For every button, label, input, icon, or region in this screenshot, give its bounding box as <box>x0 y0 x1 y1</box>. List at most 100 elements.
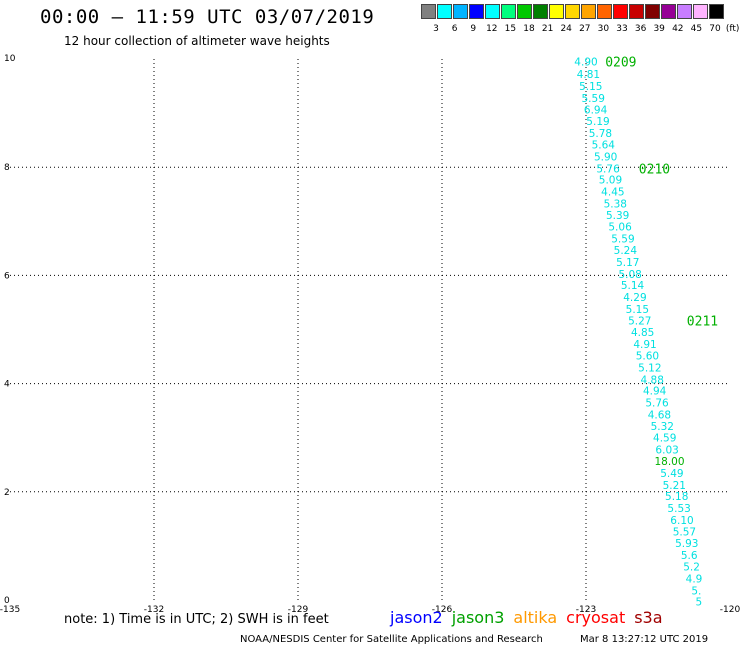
scale-unit: (ft) <box>725 24 740 34</box>
scale-label: 36 <box>634 24 647 34</box>
wave-height-value: 5.09 <box>599 175 622 187</box>
scale-swatch <box>597 4 612 19</box>
wave-height-value: 5.57 <box>673 526 696 538</box>
y-tick-label: 0 <box>4 596 10 606</box>
scale-label: 12 <box>486 24 498 34</box>
scale-label: 15 <box>504 24 517 34</box>
map-title: 00:00 – 11:59 UTC 03/07/2019 <box>40 6 375 28</box>
wave-height-value: 5.12 <box>638 362 661 374</box>
wave-height-value: 5.6 <box>681 550 698 562</box>
scale-label: 30 <box>597 24 610 34</box>
scale-label: 18 <box>523 24 535 34</box>
wave-height-value: 18.00 <box>654 456 684 468</box>
scale-swatch <box>485 4 500 19</box>
scale-swatch <box>469 4 484 19</box>
scale-label: 39 <box>653 24 665 34</box>
pass-time-label: 0209 <box>605 56 636 71</box>
wave-height-value: 5 <box>695 597 702 609</box>
scale-swatch <box>709 4 724 19</box>
scale-swatch <box>549 4 564 19</box>
x-tick-label: -123 <box>576 605 596 615</box>
wave-height-value: 5.19 <box>586 116 609 128</box>
scale-swatch <box>533 4 548 19</box>
y-tick-label: 4 <box>4 380 10 390</box>
wave-height-value: 5.53 <box>667 503 690 515</box>
wave-height-value: 4.90 <box>574 57 597 69</box>
pass-time-label: 0210 <box>639 162 670 177</box>
y-tick-label: 2 <box>4 488 10 498</box>
wave-height-value: 5.64 <box>592 139 616 151</box>
legend-jason3: jason3 <box>451 608 505 627</box>
wave-height-value: 4.9 <box>686 573 703 585</box>
scale-swatch <box>677 4 692 19</box>
wave-height-value: 5.32 <box>651 421 674 433</box>
scale-swatch <box>421 4 436 19</box>
x-tick-label: -126 <box>432 605 453 615</box>
scale-label: 42 <box>672 24 684 34</box>
wave-height-value: 4.68 <box>648 409 671 421</box>
scale-label: 3 <box>433 24 439 34</box>
x-tick-label: -135 <box>0 605 20 615</box>
scale-swatch <box>613 4 628 19</box>
wave-height-value: 5.76 <box>596 163 620 175</box>
wave-height-value: 5.49 <box>660 468 683 480</box>
wave-height-value: 5.78 <box>589 128 612 140</box>
wave-height-value: 4.81 <box>577 69 600 81</box>
wave-height-value: 5.21 <box>663 480 686 492</box>
wave-height-value: 4.29 <box>623 292 646 304</box>
y-tick-label: 10 <box>4 54 16 64</box>
scale-label: 21 <box>541 24 554 34</box>
x-tick-label: -132 <box>144 605 164 615</box>
scale-label: 45 <box>690 24 703 34</box>
wave-height-value: 5.90 <box>594 151 617 163</box>
scale-swatch <box>645 4 660 19</box>
wave-height-value: 5. <box>691 585 701 597</box>
wave-height-value: 5.18 <box>665 491 688 503</box>
wave-height-value: 5.76 <box>645 398 669 410</box>
scale-label: 33 <box>616 24 628 34</box>
scale-swatch <box>581 4 596 19</box>
scale-label: 6 <box>451 24 458 34</box>
wave-height-value: 6.94 <box>584 104 608 116</box>
wave-height-value: 5.08 <box>618 269 641 281</box>
wave-height-value: 5.59 <box>582 93 605 105</box>
wave-height-value: 5.14 <box>621 280 645 292</box>
wave-height-value: 6.10 <box>670 515 693 527</box>
wave-height-value: 5.27 <box>628 315 651 327</box>
wave-height-value: 5.93 <box>675 538 698 550</box>
scale-swatch <box>693 4 708 19</box>
scale-swatch <box>661 4 676 19</box>
map-subtitle: 12 hour collection of altimeter wave hei… <box>64 34 330 48</box>
scale-label: 24 <box>560 24 572 34</box>
wave-height-value: 5.2 <box>683 561 700 573</box>
scale-swatch <box>501 4 516 19</box>
x-tick-label: -120 <box>720 605 740 615</box>
scale-swatch <box>437 4 452 19</box>
wave-height-value: 4.85 <box>631 327 654 339</box>
scale-swatch <box>453 4 468 19</box>
wave-height-value: 5.17 <box>616 257 639 269</box>
wave-height-value: 5.24 <box>614 245 638 257</box>
satellite-legend: jason2 jason3 altika cryosat s3a <box>390 608 672 627</box>
wave-height-value: 5.38 <box>604 198 627 210</box>
legend-cryosat: cryosat <box>566 608 626 627</box>
scale-label: 9 <box>470 24 477 34</box>
wave-height-value: 4.45 <box>601 187 624 199</box>
scale-label: 70 <box>709 24 721 34</box>
wave-height-value: 5.15 <box>579 81 602 93</box>
wave-height-value: 4.59 <box>653 433 676 445</box>
legend-altika: altika <box>513 608 558 627</box>
scale-swatch <box>629 4 644 19</box>
wave-height-value: 6.03 <box>655 445 678 457</box>
wave-height-value: 5.39 <box>606 210 629 222</box>
scale-swatch <box>517 4 532 19</box>
x-tick-label: -129 <box>288 605 309 615</box>
y-tick-label: 8 <box>4 163 10 173</box>
footer-note: note: 1) Time is in UTC; 2) SWH is in fe… <box>64 612 329 627</box>
wave-height-value: 4.91 <box>633 339 656 351</box>
wave-height-value: 5.06 <box>608 222 632 234</box>
wave-height-value: 5.60 <box>636 350 659 362</box>
wave-height-value: 5.15 <box>626 304 649 316</box>
wave-height-value: 5.59 <box>611 234 634 246</box>
